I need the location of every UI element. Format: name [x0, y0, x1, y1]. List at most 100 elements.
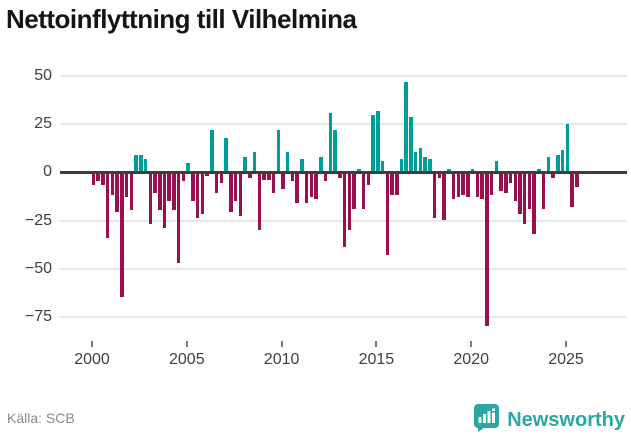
newsworthy-brand[interactable]: Newsworthy: [473, 403, 625, 437]
bar: [101, 173, 105, 186]
chart-title: Nettoinflyttning till Vilhelmina: [6, 4, 357, 34]
bar: [466, 173, 470, 197]
bar: [186, 163, 190, 171]
x-axis-tick: [91, 341, 93, 347]
bar: [456, 173, 461, 197]
bar: [480, 173, 484, 199]
bar: [262, 173, 266, 180]
gridline: [60, 316, 627, 319]
bar: [423, 157, 427, 171]
bar: [195, 173, 200, 219]
bar: [518, 173, 522, 215]
bar: [148, 173, 153, 224]
bar: [390, 173, 394, 196]
y-axis-tick-label: −25: [24, 211, 52, 229]
bar: [413, 151, 418, 171]
y-axis-tick-label: −75: [24, 308, 52, 326]
bar: [508, 173, 513, 184]
bar: [432, 173, 437, 219]
bar: [281, 173, 285, 190]
bar: [167, 173, 171, 201]
bar: [385, 173, 390, 255]
bar: [475, 173, 480, 197]
bar: [442, 173, 446, 221]
bar: [96, 173, 100, 182]
bar: [143, 159, 148, 171]
bar: [546, 157, 551, 171]
bar: [371, 114, 375, 171]
newsworthy-wordmark: Newsworthy: [507, 408, 625, 431]
bar: [461, 173, 465, 196]
bar: [399, 159, 404, 171]
bar: [120, 173, 124, 298]
bar: [328, 112, 333, 171]
bar: [229, 173, 233, 213]
bar: [285, 151, 290, 171]
bar: [451, 173, 456, 199]
bar: [489, 173, 494, 196]
source-label: Källa: SCB: [7, 410, 75, 426]
bar: [366, 173, 371, 186]
bar: [504, 173, 508, 194]
bar: [181, 173, 186, 182]
bar: [537, 168, 541, 171]
bar: [347, 173, 352, 230]
bar: [560, 149, 565, 171]
bar: [219, 173, 224, 184]
bar: [395, 173, 399, 196]
bar: [191, 173, 195, 201]
bar: [352, 173, 356, 209]
bar: [304, 173, 309, 203]
bar: [404, 81, 408, 171]
bar: [485, 173, 489, 327]
bar: [172, 173, 176, 211]
bar: [376, 110, 380, 171]
x-axis-tick-label: 2020: [453, 351, 489, 368]
bar: [214, 173, 219, 194]
bar: [319, 157, 323, 171]
bar: [357, 168, 361, 171]
bar: [205, 173, 209, 176]
x-axis-tick-label: 2000: [74, 351, 110, 368]
bar: [271, 173, 276, 194]
x-axis-tick: [375, 341, 378, 347]
bar: [105, 173, 110, 238]
bar: [437, 173, 442, 178]
bar: [418, 147, 423, 171]
x-axis-tick: [565, 341, 567, 347]
bar: [556, 155, 560, 171]
bar: [522, 173, 527, 224]
bar: [257, 173, 262, 230]
bar: [224, 138, 228, 171]
bar: [91, 173, 96, 186]
bar: [134, 155, 138, 171]
bar: [200, 173, 205, 215]
bar: [276, 130, 281, 171]
bar: [551, 173, 555, 178]
bar: [110, 173, 115, 196]
y-axis-tick-label: 25: [34, 115, 52, 132]
bar: [470, 168, 475, 171]
bar: [314, 173, 318, 199]
bar: [575, 173, 579, 188]
bar: [300, 159, 304, 171]
gridline: [60, 123, 627, 125]
bar: [499, 173, 503, 192]
bar: [124, 173, 129, 197]
bar: [494, 161, 499, 171]
bar: [361, 173, 366, 209]
bar: [248, 173, 252, 178]
bar: [153, 173, 157, 194]
x-axis-tick: [470, 341, 473, 347]
bar: [380, 161, 385, 171]
x-axis-tick-label: 2010: [263, 351, 300, 368]
bar: [309, 173, 314, 197]
bar: [158, 173, 162, 211]
bar: [409, 116, 413, 171]
x-axis-tick-label: 2015: [358, 351, 395, 368]
y-axis-tick-label: −50: [24, 259, 52, 277]
bar: [290, 173, 295, 182]
bar: [162, 173, 167, 228]
bar: [447, 168, 451, 171]
